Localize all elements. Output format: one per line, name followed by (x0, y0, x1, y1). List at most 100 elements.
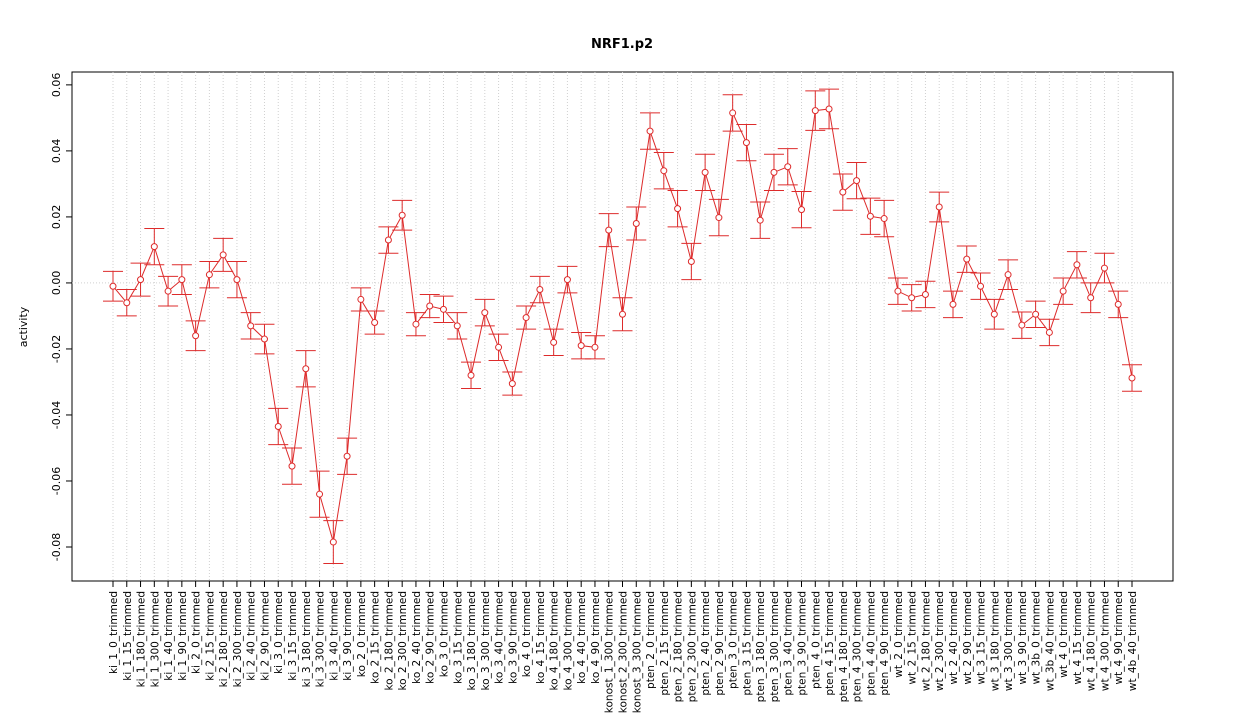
point (715, 214, 723, 222)
point (439, 305, 447, 313)
x-tick-label: konost_3_300_trimmed (631, 591, 643, 713)
x-tick-label: ki_2_300_trimmed (232, 591, 244, 687)
x-tick-label: ki_1_300_trimmed (149, 591, 161, 687)
y-tick-label: 0.06 (50, 73, 63, 98)
x-tick-label: wt_4_0_trimmed (1058, 591, 1070, 678)
x-tick-label: pten_3_300_trimmed (769, 591, 781, 702)
x-tick-label: wt_4_300_trimmed (1099, 591, 1111, 691)
point (619, 310, 626, 318)
x-tick-label: wt_3_180_trimmed (989, 591, 1001, 691)
point (329, 538, 337, 546)
point (1059, 287, 1067, 295)
point (729, 109, 737, 117)
x-tick-label: pten_2_300_trimmed (686, 591, 698, 702)
x-tick-label: ko_4_300_trimmed (562, 591, 574, 691)
x-tick-label: pten_4_15_trimmed (824, 591, 836, 696)
point (453, 322, 461, 330)
point (343, 452, 351, 460)
x-tick-label: pten_2_180_trimmed (673, 591, 685, 702)
point (137, 276, 145, 284)
y-tick-label: 0.00 (50, 271, 63, 296)
point (674, 205, 682, 213)
point (894, 287, 902, 295)
x-tick-label: pten_3_15_trimmed (741, 591, 753, 696)
point (577, 342, 585, 350)
point (1018, 321, 1026, 329)
x-tick-label: ko_3_0_trimmed (438, 591, 450, 677)
point (880, 215, 888, 223)
x-tick-label: wt_4_15_trimmed (1072, 591, 1084, 684)
point (1087, 294, 1095, 302)
x-tick-label: wt_2_90_trimmed (962, 591, 974, 684)
x-tick-label: ko_2_0_trimmed (356, 591, 368, 677)
point (247, 322, 255, 330)
x-tick-label: konost_2_300_trimmed (618, 591, 630, 713)
point (908, 294, 916, 302)
point (205, 271, 213, 279)
chart-title: NRF1.p2 (591, 37, 653, 52)
x-tick-label: ko_3_300_trimmed (480, 591, 492, 691)
x-tick-label: ki_2_0_trimmed (191, 591, 203, 674)
x-tick-label: wt_3b_40_trimmed (1044, 591, 1056, 691)
x-tick-label: ki_3_90_trimmed (342, 591, 354, 681)
point (1032, 310, 1040, 318)
point (687, 257, 695, 265)
point (798, 206, 806, 214)
point (866, 212, 874, 220)
x-tick-label: ko_4_15_trimmed (535, 591, 547, 684)
point (316, 490, 324, 498)
point (371, 319, 379, 327)
x-tick-label: wt_3_15_trimmed (976, 591, 988, 684)
point (1114, 300, 1122, 308)
point (398, 211, 406, 219)
x-tick-label: pten_2_90_trimmed (714, 591, 726, 696)
x-tick-label: ko_4_180_trimmed (549, 591, 561, 691)
point (660, 167, 668, 175)
point (426, 302, 434, 310)
point (770, 168, 778, 176)
x-tick-label: wt_2_40_trimmed (948, 591, 960, 684)
x-tick-label: pten_4_90_trimmed (879, 591, 891, 696)
x-tick-label: konost_1_300_trimmed (604, 591, 616, 713)
y-tick-label: 0.04 (50, 139, 63, 164)
point (495, 343, 503, 351)
x-tick-label: pten_2_15_trimmed (659, 591, 671, 696)
point (701, 168, 709, 176)
point (853, 177, 861, 185)
x-tick-label: wt_4_90_trimmed (1113, 591, 1125, 684)
x-tick-label: ki_1_90_trimmed (177, 591, 189, 681)
x-tick-label: pten_3_180_trimmed (755, 591, 767, 702)
point (935, 203, 943, 211)
point (536, 286, 544, 294)
point (274, 423, 282, 431)
point (164, 287, 172, 295)
x-tick-label: pten_4_300_trimmed (852, 591, 864, 702)
x-tick-label: pten_2_40_trimmed (700, 591, 712, 696)
x-tick-label: ki_1_180_trimmed (136, 591, 148, 687)
x-tick-label: pten_4_180_trimmed (838, 591, 850, 702)
x-tick-label: ko_2_40_trimmed (411, 591, 423, 684)
point (302, 365, 310, 373)
point (150, 243, 158, 251)
y-axis-label: activity (17, 306, 30, 347)
x-tick-label: ko_2_15_trimmed (370, 591, 382, 684)
point (949, 300, 957, 308)
point (756, 216, 764, 224)
x-tick-label: wt_2_180_trimmed (920, 591, 932, 691)
point (192, 332, 200, 340)
point (742, 139, 750, 147)
y-tick-label: -0.06 (50, 467, 63, 495)
y-tick-label: -0.08 (50, 533, 63, 561)
point (467, 371, 475, 379)
x-tick-label: pten_2_0_trimmed (645, 591, 657, 689)
x-tick-label: pten_3_40_trimmed (783, 591, 795, 696)
x-tick-label: ki_2_90_trimmed (259, 591, 271, 681)
point (1100, 264, 1108, 272)
x-tick-label: wt_4_180_trimmed (1086, 591, 1098, 691)
point (1128, 374, 1136, 382)
point (1004, 271, 1012, 279)
x-tick-label: pten_3_0_trimmed (728, 591, 740, 689)
x-tick-label: ki_3_300_trimmed (315, 591, 327, 687)
point (1045, 328, 1053, 336)
